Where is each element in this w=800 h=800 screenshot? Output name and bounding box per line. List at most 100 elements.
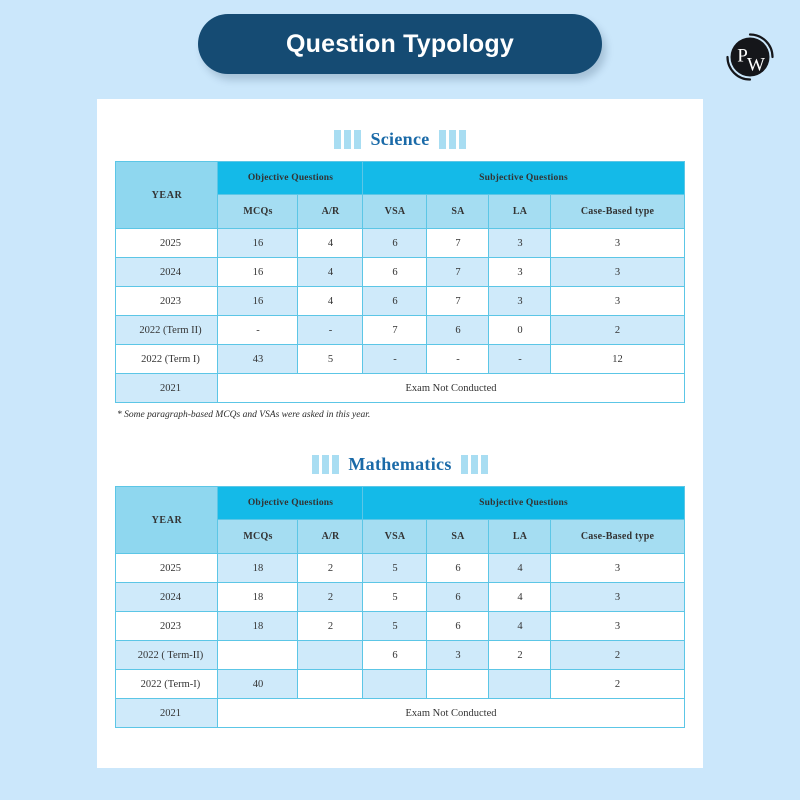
column-header-la: LA xyxy=(488,519,552,554)
table-header-sub-row: MCQs A/R VSA SA LA Case-Based type xyxy=(116,519,685,554)
decor-bars-right-icon xyxy=(438,130,466,149)
cell-ar xyxy=(297,669,364,699)
cell-year: 2022 (Term I) xyxy=(115,344,219,374)
cell-year: 2025 xyxy=(115,228,219,258)
cell-mcqs: 43 xyxy=(217,344,299,374)
cell-sa: 6 xyxy=(426,611,490,641)
typology-table-science: YEAR Objective Questions Subjective Ques… xyxy=(115,161,685,403)
cell-la: 0 xyxy=(488,315,552,345)
cell-sa xyxy=(426,669,490,699)
cell-year: 2021 xyxy=(115,373,219,403)
column-header-ar: A/R xyxy=(297,519,364,554)
cell-sa: 6 xyxy=(426,315,490,345)
column-header-case-based: Case-Based type xyxy=(550,519,685,554)
cell-la: 3 xyxy=(488,228,552,258)
table-header-sub-row: MCQs A/R VSA SA LA Case-Based type xyxy=(116,194,685,229)
section-header-mathematics: Mathematics xyxy=(97,454,703,475)
cell-case-based: 3 xyxy=(550,257,685,287)
cell-case-based: 3 xyxy=(550,286,685,316)
cell-ar: 4 xyxy=(297,228,364,258)
cell-sa: 7 xyxy=(426,286,490,316)
column-group-objective: Objective Questions xyxy=(217,486,364,520)
cell-ar: 5 xyxy=(297,344,364,374)
cell-case-based: 3 xyxy=(550,553,685,583)
cell-la: 3 xyxy=(488,286,552,316)
cell-year: 2023 xyxy=(115,611,219,641)
cell-mcqs: 18 xyxy=(217,611,299,641)
cell-sa: 6 xyxy=(426,553,490,583)
cell-mcqs: 40 xyxy=(217,669,299,699)
cell-vsa: 6 xyxy=(362,286,428,316)
cell-ar: 2 xyxy=(297,582,364,612)
svg-text:P: P xyxy=(737,45,748,66)
cell-year: 2021 xyxy=(115,698,219,728)
column-header-year: YEAR xyxy=(115,486,219,554)
cell-year: 2022 ( Term-II) xyxy=(115,640,219,670)
column-header-mcqs: MCQs xyxy=(217,194,299,229)
cell-vsa xyxy=(362,669,428,699)
column-header-vsa: VSA xyxy=(362,519,428,554)
cell-vsa: 5 xyxy=(362,611,428,641)
table-row-exam-not-conducted: 2021 Exam Not Conducted xyxy=(115,698,685,728)
section-title-mathematics: Mathematics xyxy=(348,454,452,474)
cell-mcqs: 18 xyxy=(217,553,299,583)
column-header-case-based: Case-Based type xyxy=(550,194,685,229)
cell-vsa: 6 xyxy=(362,640,428,670)
cell-la xyxy=(488,669,552,699)
cell-case-based: 3 xyxy=(550,582,685,612)
column-header-la: LA xyxy=(488,194,552,229)
page-title: Question Typology xyxy=(286,29,514,58)
table-header-group-row: YEAR Objective Questions Subjective Ques… xyxy=(115,486,685,554)
column-group-subjective: Subjective Questions xyxy=(362,486,685,520)
table-header-group-row: YEAR Objective Questions Subjective Ques… xyxy=(115,161,685,229)
cell-la: 4 xyxy=(488,582,552,612)
column-header-sa: SA xyxy=(426,519,490,554)
footnote-science: * Some paragraph-based MCQs and VSAs wer… xyxy=(117,410,371,420)
cell-year: 2024 xyxy=(115,257,219,287)
cell-exam-not-conducted: Exam Not Conducted xyxy=(217,373,685,403)
cell-case-based: 2 xyxy=(550,315,685,345)
table-row: 2022 (Term II) - - 7 6 0 2 xyxy=(115,315,685,345)
cell-sa: 7 xyxy=(426,257,490,287)
section-title-science: Science xyxy=(370,129,430,149)
table-row-exam-not-conducted: 2021 Exam Not Conducted xyxy=(115,373,685,403)
cell-mcqs xyxy=(217,640,299,670)
table-row: 2024 18 2 5 6 4 3 xyxy=(115,582,685,612)
cell-year: 2022 (Term II) xyxy=(115,315,219,345)
cell-vsa: - xyxy=(362,344,428,374)
table-row: 2022 ( Term-II) 6 3 2 2 xyxy=(115,640,685,670)
cell-year: 2022 (Term-I) xyxy=(115,669,219,699)
column-header-ar: A/R xyxy=(297,194,364,229)
cell-year: 2023 xyxy=(115,286,219,316)
table-row: 2022 (Term-I) 40 2 xyxy=(115,669,685,699)
cell-mcqs: 18 xyxy=(217,582,299,612)
table-row: 2023 16 4 6 7 3 3 xyxy=(115,286,685,316)
svg-text:W: W xyxy=(747,54,765,75)
cell-sa: - xyxy=(426,344,490,374)
typology-table-mathematics: YEAR Objective Questions Subjective Ques… xyxy=(115,486,685,728)
column-header-vsa: VSA xyxy=(362,194,428,229)
cell-ar: 2 xyxy=(297,553,364,583)
section-header-science: Science xyxy=(97,129,703,150)
cell-year: 2025 xyxy=(115,553,219,583)
cell-la: 2 xyxy=(488,640,552,670)
cell-vsa: 6 xyxy=(362,228,428,258)
cell-ar: 2 xyxy=(297,611,364,641)
cell-year: 2024 xyxy=(115,582,219,612)
cell-case-based: 3 xyxy=(550,228,685,258)
cell-mcqs: - xyxy=(217,315,299,345)
cell-case-based: 3 xyxy=(550,611,685,641)
cell-la: 3 xyxy=(488,257,552,287)
cell-exam-not-conducted: Exam Not Conducted xyxy=(217,698,685,728)
table-wrapper-science: YEAR Objective Questions Subjective Ques… xyxy=(97,161,703,420)
cell-sa: 6 xyxy=(426,582,490,612)
cell-vsa: 5 xyxy=(362,582,428,612)
column-header-year: YEAR xyxy=(115,161,219,229)
cell-ar xyxy=(297,640,364,670)
cell-ar: 4 xyxy=(297,286,364,316)
column-header-mcqs: MCQs xyxy=(217,519,299,554)
column-group-objective: Objective Questions xyxy=(217,161,364,195)
cell-la: 4 xyxy=(488,553,552,583)
decor-bars-left-icon xyxy=(334,130,362,149)
cell-ar: - xyxy=(297,315,364,345)
